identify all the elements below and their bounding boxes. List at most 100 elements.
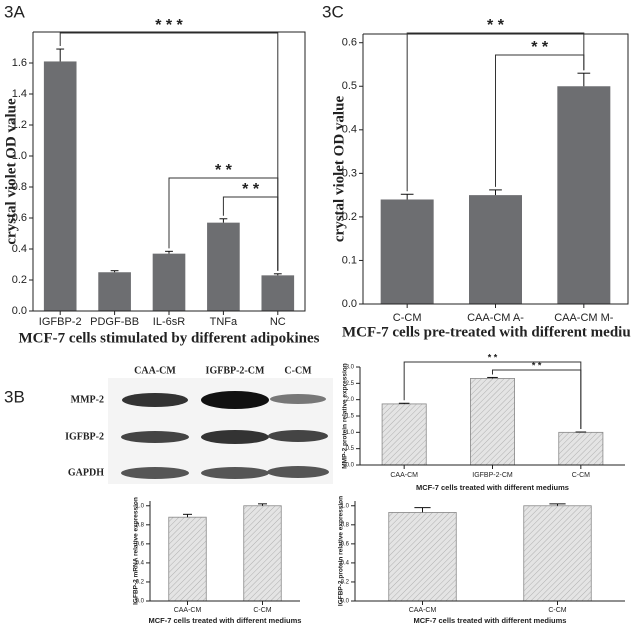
error-bar [400,193,414,200]
significance-label: * * [215,162,233,179]
x-tick-label: C-CM [548,607,566,614]
x-tick-label: CAA-CM M- [554,312,614,324]
axis [32,31,306,312]
western-blot: CAA-CM IGFBP-2-CM C-CM MMP-2 IGFBP-2 GAP… [65,365,333,484]
y-tick-label: 0.5 [342,80,357,92]
error-bar [258,503,267,506]
blot-column: CAA-CM [134,365,176,376]
y-tick-label: 0.4 [341,560,350,566]
bar [380,199,434,304]
error-bar [489,189,502,196]
y-tick-label: 0.6 [12,212,27,224]
chart: 0.0 0.1 0.2 0.3 0.4 0.5 0.6 C-CM CAA-CM A- CAA-CM… [331,17,631,340]
y-tick-label: 0.4 [12,243,27,255]
x-tick-label: TNFa [210,316,238,328]
error-bar [577,72,591,87]
y-tick-label: 0.0 [342,298,357,310]
significance-label: * * [242,181,260,198]
x-tick-label: NC [270,316,286,328]
error-bar [219,218,228,223]
x-tick-label: IL-6sR [153,316,185,328]
x-tick-label: IGFBP-2 [39,316,82,328]
significance-label: * * [487,17,505,34]
x-tick-label: C-CM [253,607,271,614]
band [270,394,326,404]
axis [362,33,629,305]
bar [381,403,427,466]
y-tick-label: 0.1 [342,254,357,266]
y-tick-label: 0.2 [342,211,357,223]
bar [43,61,77,312]
y-tick-label: 1.5 [346,414,355,420]
band [201,467,269,479]
error-bar [165,250,173,254]
y-tick-label: 0.0 [341,599,350,605]
bar [261,275,295,311]
bar [469,195,522,304]
y-tick-label: 0.6 [341,541,350,547]
x-tick-label: C-CM [393,312,422,324]
band [121,431,189,443]
y-axis-label: IGFBP-2 mRNA relative expression [133,497,140,605]
bar [168,516,207,602]
significance-label: * * [531,39,549,56]
bar [523,505,592,602]
x-axis-label: MCF-7 cells treated with different mediu… [149,616,302,625]
x-tick-label: PDGF-BB [90,316,139,328]
x-tick-label: IGFBP-2-CM [472,472,513,479]
significance-label: * * [532,360,542,370]
x-tick-label: CAA-CM [174,607,202,614]
y-tick-label: 2.5 [346,381,355,387]
blot-row: IGFBP-2 [65,431,104,442]
y-tick-label: 0.0 [136,599,145,605]
significance-bracket [222,196,279,271]
chart: 0.0 0.5 1.0 1.5 2.0 2.5 3.0 CAA-CM IGFBP-2-CM C-C… [342,352,625,492]
error-bar [549,503,566,506]
axis [359,367,625,466]
y-tick-label: 0.8 [341,522,350,528]
x-tick-label: C-CM [572,472,590,479]
y-tick-label: 1.0 [136,503,145,509]
chart: 0.0 0.2 0.4 0.6 0.8 1.0 1.2 1.4 1.6 IGFBP-2 PDGF-B… [3,17,319,346]
error-bar [183,513,192,518]
significance-label: * * [488,352,498,362]
blot-row: GAPDH [68,467,104,478]
y-tick-label: 1.0 [12,150,27,162]
y-tick-label: 0.5 [346,446,355,452]
y-axis-label: crystal violet OD value [331,96,347,243]
axis [149,501,300,602]
axis [354,501,625,602]
significance-bracket [495,54,585,187]
panel-label: 3C [322,2,344,21]
y-tick-label: 1.4 [12,88,27,100]
band [122,393,188,407]
x-tick-label: CAA-CM [390,472,418,479]
significance-bracket [492,369,582,430]
x-tick-label: CAA-CM A- [467,312,524,324]
bar [557,86,611,305]
y-tick-label: 1.2 [12,119,27,131]
band [201,430,269,444]
significance-bracket [59,32,279,271]
band [201,391,269,409]
bar [558,431,604,466]
y-tick-label: 1.0 [346,430,355,436]
band [268,430,328,442]
chart: 0.0 0.2 0.4 0.6 0.8 1.0 CAA-CM C-CM MCF-7 cells … [133,497,302,625]
band [121,467,189,479]
blot-column: C-CM [284,365,312,376]
bar [98,272,131,311]
chart: 0.0 0.2 0.4 0.6 0.8 1.0 CAA-CM C-CM MCF-7 cells … [338,496,625,625]
x-tick-label: CAA-CM [409,607,437,614]
error-bar [487,376,498,379]
y-tick-label: 0.0 [12,305,27,317]
y-axis-label: MMP-2 protein relative expression [342,363,349,469]
bar [388,512,457,602]
y-tick-label: 0.8 [12,181,27,193]
y-tick-label: 0.2 [341,580,350,586]
x-axis-label: MCF-7 cells stimulated by different adip… [19,330,320,346]
y-tick-label: 0.8 [136,522,145,528]
y-tick-label: 0.2 [136,580,145,586]
y-tick-label: 2.0 [346,397,355,403]
